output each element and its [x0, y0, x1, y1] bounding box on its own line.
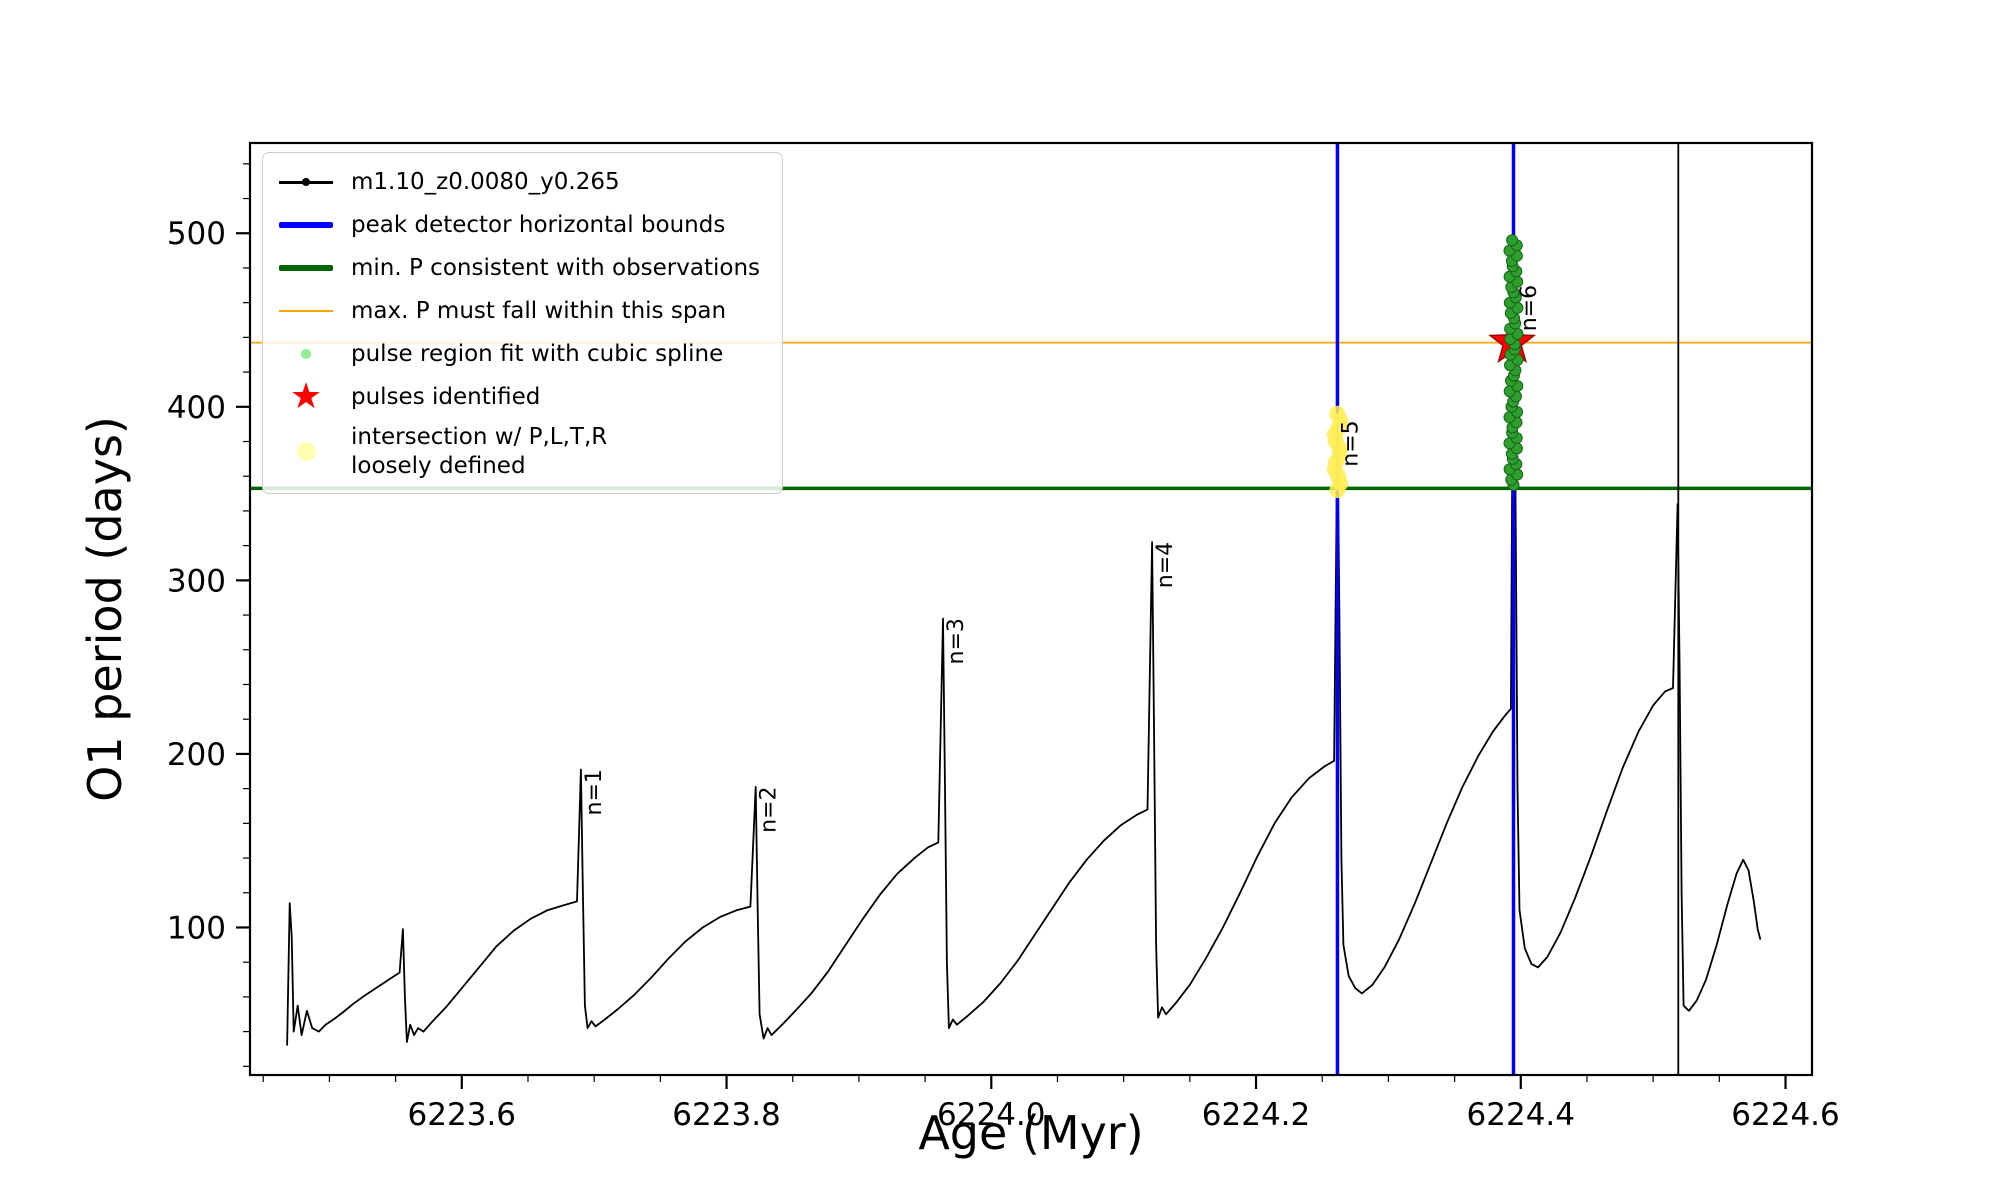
legend-item-label: min. P consistent with observations — [351, 254, 761, 281]
legend-item-label: pulse region fit with cubic spline — [351, 340, 724, 367]
axis-ticks: 6223.6 6223.8 6224.0 6224.2 6224.4 6224.6 100 2… — [167, 163, 1840, 1133]
legend-item: peak detector horizontal bounds — [277, 208, 760, 242]
x-tick-label: 6224.2 — [1202, 1097, 1310, 1133]
y-axis-label: O1 period (days) — [78, 416, 132, 802]
x-tick-label: 6223.8 — [672, 1097, 780, 1133]
x-tick-label: 6224.6 — [1731, 1097, 1839, 1133]
legend-marker-thick-line — [277, 208, 335, 242]
legend-item-label: peak detector horizontal bounds — [351, 211, 726, 238]
y-tick-label: 200 — [167, 737, 226, 773]
spike-label: n=4 — [1153, 542, 1178, 588]
x-axis-label: Age (Myr) — [918, 1106, 1144, 1160]
legend-item-label: pulses identified — [351, 383, 541, 410]
y-tick-label: 400 — [167, 390, 226, 426]
legend-marker-line — [277, 294, 335, 328]
legend-item: m1.10_z0.0080_y0.265 — [277, 165, 760, 199]
spike-label: n=1 — [582, 769, 607, 815]
legend-item: intersection w/ P,L,T,R loosely defined — [277, 423, 760, 481]
legend-marker-dot — [277, 337, 335, 371]
legend-item-label: m1.10_z0.0080_y0.265 — [351, 168, 620, 195]
legend-item: ★ pulses identified — [277, 376, 760, 417]
legend-item: max. P must fall within this span — [277, 294, 760, 328]
spike-label: n=6 — [1517, 285, 1542, 331]
pulse-region-dot — [1506, 234, 1519, 247]
legend-item-label: max. P must fall within this span — [351, 297, 727, 324]
legend-marker-big-dot — [277, 435, 335, 469]
spike-label: n=3 — [944, 618, 969, 664]
legend-item: min. P consistent with observations — [277, 251, 760, 285]
y-tick-label: 300 — [167, 563, 226, 599]
legend-marker-star: ★ — [289, 376, 323, 417]
x-tick-label: 6224.4 — [1467, 1097, 1575, 1133]
x-tick-label: 6224.0 — [937, 1097, 1045, 1133]
y-tick-label: 500 — [167, 216, 226, 252]
legend-marker-line-dot — [277, 165, 335, 199]
spike-label: n=5 — [1338, 420, 1363, 466]
intersection-dot — [1329, 405, 1346, 422]
intersection-blob — [1326, 405, 1349, 499]
main-series-line — [286, 237, 1762, 1046]
pulse-region-dots — [1503, 234, 1524, 491]
axes-frame — [248, 141, 1814, 1077]
y-tick-label: 100 — [167, 910, 226, 946]
legend-item: pulse region fit with cubic spline — [277, 337, 760, 371]
spike-label: n=2 — [757, 787, 782, 833]
legend-item-label: intersection w/ P,L,T,R loosely defined — [351, 424, 608, 479]
x-tick-label: 6223.6 — [408, 1097, 516, 1133]
legend-marker-thick-line — [277, 251, 335, 285]
